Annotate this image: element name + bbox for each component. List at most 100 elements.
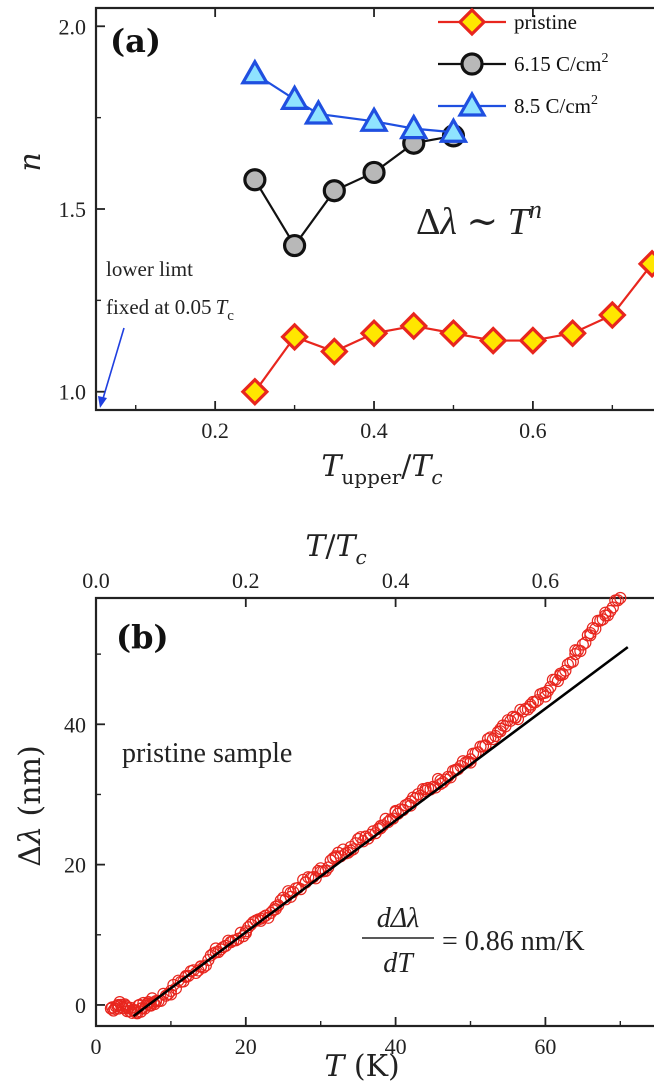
lower-limit-arrowhead <box>98 396 107 408</box>
panel-b-xtick-label: 0 <box>91 1034 102 1059</box>
panel-b-data-point <box>194 960 207 973</box>
legend-marker-2 <box>457 90 487 117</box>
panel-b-top-xtick-label: 0.4 <box>382 568 410 593</box>
panel-a-ytick-label: 2.0 <box>59 14 87 39</box>
panel-b-data-point <box>112 998 125 1012</box>
panel-a-point <box>282 233 307 258</box>
panel-b-data-point <box>404 795 417 808</box>
panel-b-data-point <box>569 648 582 661</box>
panel-b-data-point <box>224 935 237 948</box>
panel-a-point <box>558 318 587 348</box>
panel-b-data-point <box>524 700 537 713</box>
panel-b-frame <box>94 596 654 1028</box>
panel-a-point <box>598 300 627 330</box>
panel-a-xlabel: Tupper/Tc <box>321 449 442 489</box>
panel-b-xtick-label: 60 <box>534 1034 556 1059</box>
panel-b-data-point <box>614 591 627 605</box>
panel-a-point <box>279 84 310 110</box>
legend-label-1: 6.15 C/cm2 <box>514 51 609 76</box>
panel-b-label: (b) <box>116 618 169 656</box>
panel-a-point <box>322 179 346 203</box>
legend-marker-1 <box>460 52 484 76</box>
panel-b-annotation: pristine sample <box>122 738 292 769</box>
panel-b-data-point <box>566 655 579 668</box>
panel-a-point <box>280 322 309 352</box>
panel-a-point <box>362 160 386 185</box>
panel-b-data-point <box>611 594 624 607</box>
panel-b-xlabel: T (K) <box>324 1049 399 1084</box>
panel-a-ylabel: n <box>13 152 48 171</box>
panel-a-point <box>518 326 548 355</box>
panel-b-data-point <box>554 669 567 682</box>
panel-b-ytick-label: 40 <box>64 712 86 737</box>
panel-a-point <box>320 337 349 366</box>
panel-a-point <box>359 318 389 348</box>
panel-a-xtick-label: 0.6 <box>519 418 547 443</box>
panel-a-point <box>637 249 654 279</box>
formula-numerator: dΔλ <box>377 903 420 934</box>
panel-a-point <box>359 106 389 132</box>
panel-b-top-xtick-label: 0.0 <box>82 568 110 593</box>
panel-b-top-xtick-label: 0.6 <box>532 568 560 593</box>
panel-a: 0.2 0.4 0.6 1.0 1.5 2.0 pristine 6.15 C/cm2 8.5… <box>13 6 654 489</box>
panel-a-formula: Δλ ∼ Tn <box>416 195 542 243</box>
legend-label-0: pristine <box>514 10 577 34</box>
panel-a-point <box>399 311 429 341</box>
panel-a-point <box>243 168 267 192</box>
panel-b-data-point <box>319 864 332 878</box>
panel-b-data-point <box>421 781 435 795</box>
panel-a-xtick-label: 0.4 <box>360 418 388 443</box>
panel-b-data-point <box>494 725 507 738</box>
panel-b-ytick-label: 0 <box>75 993 86 1018</box>
panel-b-xtick-label: 20 <box>235 1034 257 1059</box>
panel-a-point <box>240 58 270 85</box>
panel-b-ylabel: Δλ (nm) <box>13 745 48 866</box>
panel-a-ytick-label: 1.5 <box>59 197 87 222</box>
panel-a-point <box>439 318 468 348</box>
panel-b-data-point <box>389 805 402 819</box>
panel-b-data-point <box>254 914 267 927</box>
panel-a-label: (a) <box>110 22 161 60</box>
legend-label-2: 8.5 C/cm2 <box>514 93 598 118</box>
panel-b-data-point <box>149 995 163 1008</box>
panel-b-data-point <box>509 711 522 724</box>
panel-b-data-point <box>329 851 342 864</box>
panel-b-data-point <box>104 1002 118 1015</box>
panel-b-data-point <box>464 756 477 769</box>
panel-b-data-point <box>109 1000 123 1013</box>
panel-a-point <box>240 377 270 406</box>
panel-b-data-point <box>257 911 270 924</box>
panel-a-xtick-label: 0.2 <box>201 418 229 443</box>
panel-b-top-xtick-label: 0.2 <box>232 568 260 593</box>
panel-b-data-point <box>479 739 492 752</box>
panel-b-data-point <box>239 925 252 938</box>
panel-b-data-point <box>539 686 552 699</box>
panel-a-point <box>303 98 334 125</box>
panel-b-top-xlabel: T/Tc <box>305 529 366 569</box>
panel-b-data-point <box>179 970 192 983</box>
panel-b-data-point <box>209 946 222 959</box>
panel-b-data-point <box>541 684 554 698</box>
panel-b-data-point <box>481 732 495 746</box>
panel-b-data-point <box>419 784 432 798</box>
panel-b-formula: dΔλ dT = 0.86 nm/K <box>362 903 585 979</box>
formula-denominator: dT <box>383 948 415 979</box>
panel-b-data-point <box>142 997 155 1010</box>
lower-limit-arrow <box>101 327 125 403</box>
lower-limit-annotation-line2: fixed at 0.05 Tc <box>106 295 234 324</box>
panel-a-point <box>478 326 508 355</box>
panel-a-point <box>438 117 469 143</box>
lower-limit-annotation-line1: lower limt <box>106 257 193 281</box>
panel-b-data-point <box>539 690 552 703</box>
panel-b-data-point <box>576 638 589 651</box>
panel-b-data-point <box>157 987 170 1000</box>
panel-a-point <box>398 113 429 140</box>
panel-b-data-point <box>456 755 470 768</box>
legend-marker-0 <box>457 7 487 37</box>
panel-b-fit-line <box>132 646 629 1018</box>
panel-b-data-point <box>584 626 597 640</box>
panel-b-data-point <box>119 1000 133 1014</box>
formula-rhs: = 0.86 nm/K <box>442 926 585 957</box>
